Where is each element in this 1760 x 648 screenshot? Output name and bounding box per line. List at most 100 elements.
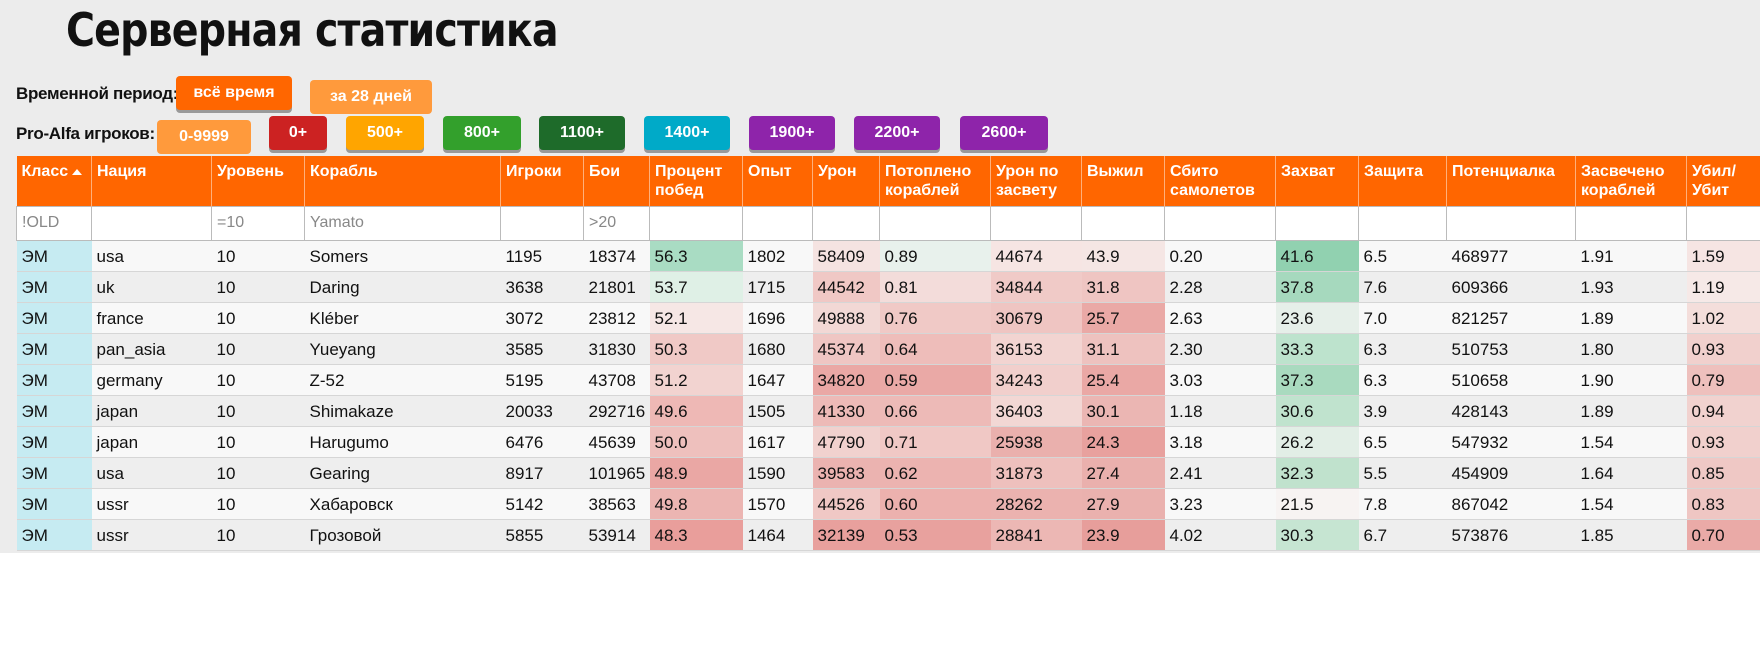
table-row[interactable]: ЭМ ussr 10 Хабаровск 5142 38563 49.8 1570 44526 0… xyxy=(16,488,1760,520)
filter-input-potential[interactable] xyxy=(1447,207,1575,239)
cell-nation: uk xyxy=(91,271,212,303)
table-row[interactable]: ЭМ japan 10 Shimakaze 20033 292716 49.6 1505 413… xyxy=(16,395,1760,427)
filter-input-tier[interactable] xyxy=(212,207,304,239)
cell-players: 6476 xyxy=(500,426,584,458)
sort-ascending-icon xyxy=(72,168,83,175)
cell-ship: Z-52 xyxy=(304,364,501,396)
filter-input-nation[interactable] xyxy=(92,207,211,239)
col-header-ships-spotted[interactable]: Засвечено кораблей xyxy=(1575,156,1687,206)
col-header-planes-shot[interactable]: Сбито самолетов xyxy=(1164,156,1276,206)
cell-potential: 454909 xyxy=(1446,457,1576,489)
cell-defense: 6.3 xyxy=(1358,364,1447,396)
col-header-capture[interactable]: Захват xyxy=(1275,156,1359,206)
col-header-potential[interactable]: Потенциалка xyxy=(1446,156,1576,206)
cell-kd-ratio: 0.79 xyxy=(1686,364,1760,396)
filter-cell-battles xyxy=(583,205,650,241)
col-header-tier[interactable]: Уровень xyxy=(211,156,305,206)
cell-class: ЭМ xyxy=(16,519,92,551)
filter-input-class[interactable] xyxy=(17,207,91,239)
filter-input-kd-ratio[interactable] xyxy=(1687,207,1760,239)
filter-input-defense[interactable] xyxy=(1359,207,1446,239)
col-header-damage[interactable]: Урон xyxy=(812,156,880,206)
cell-planes-shot: 3.18 xyxy=(1164,426,1276,458)
filter-cell-kd-ratio xyxy=(1686,205,1760,241)
col-header-battles[interactable]: Бои xyxy=(583,156,650,206)
pro-alfa-0plus-button[interactable]: 0+ xyxy=(269,116,327,150)
table-row[interactable]: ЭМ japan 10 Harugumo 6476 45639 50.0 1617 47790 0… xyxy=(16,426,1760,458)
pro-alfa-800plus-button[interactable]: 800+ xyxy=(443,116,521,150)
col-header-class[interactable]: Класс xyxy=(16,156,92,206)
cell-experience: 1590 xyxy=(742,457,813,489)
table-row[interactable]: ЭМ france 10 Kléber 3072 23812 52.1 1696 49888 0.… xyxy=(16,302,1760,334)
cell-class: ЭМ xyxy=(16,457,92,489)
pro-alfa-2600plus-button[interactable]: 2600+ xyxy=(960,116,1048,150)
cell-players: 3072 xyxy=(500,302,584,334)
cell-survived: 31.8 xyxy=(1081,271,1165,303)
pro-alfa-2200plus-button[interactable]: 2200+ xyxy=(854,116,940,150)
filter-input-ship[interactable] xyxy=(305,207,500,239)
table-row[interactable]: ЭМ germany 10 Z-52 5195 43708 51.2 1647 34820 0.5… xyxy=(16,364,1760,396)
col-header-defense[interactable]: Защита xyxy=(1358,156,1447,206)
cell-damage: 41330 xyxy=(812,395,880,427)
cell-potential: 510658 xyxy=(1446,364,1576,396)
cell-damage: 39583 xyxy=(812,457,880,489)
filter-input-spotting-damage[interactable] xyxy=(991,207,1081,239)
col-header-nation[interactable]: Нация xyxy=(91,156,212,206)
cell-players: 5142 xyxy=(500,488,584,520)
col-header-winrate[interactable]: Процент побед xyxy=(649,156,743,206)
table-row[interactable]: ЭМ ussr 10 Грозовой 5855 53914 48.3 1464 32139 0.… xyxy=(16,519,1760,551)
cell-experience: 1505 xyxy=(742,395,813,427)
cell-kd-ratio: 0.83 xyxy=(1686,488,1760,520)
period-all-time-button[interactable]: всё время xyxy=(176,76,292,110)
filter-input-winrate[interactable] xyxy=(650,207,742,239)
cell-kd-ratio: 0.94 xyxy=(1686,395,1760,427)
filter-input-planes-shot[interactable] xyxy=(1165,207,1275,239)
col-header-spotting-damage[interactable]: Урон по засвету xyxy=(990,156,1082,206)
col-header-ships-sunk[interactable]: Потоплено кораблей xyxy=(879,156,991,206)
pro-alfa-1900plus-button[interactable]: 1900+ xyxy=(749,116,835,150)
filter-input-experience[interactable] xyxy=(743,207,812,239)
period-28-days-button[interactable]: за 28 дней xyxy=(310,80,432,114)
col-header-survived[interactable]: Выжил xyxy=(1081,156,1165,206)
cell-battles: 45639 xyxy=(583,426,650,458)
filter-input-players[interactable] xyxy=(501,207,583,239)
cell-capture: 26.2 xyxy=(1275,426,1359,458)
cell-survived: 30.1 xyxy=(1081,395,1165,427)
cell-nation: france xyxy=(91,302,212,334)
pro-alfa-1400plus-button[interactable]: 1400+ xyxy=(644,116,730,150)
pro-alfa-0-9999-button[interactable]: 0-9999 xyxy=(157,120,251,154)
filter-input-battles[interactable] xyxy=(584,207,649,239)
col-header-kd-ratio[interactable]: Убил/ Убит xyxy=(1686,156,1760,206)
cell-capture: 37.3 xyxy=(1275,364,1359,396)
cell-class: ЭМ xyxy=(16,395,92,427)
col-header-players[interactable]: Игроки xyxy=(500,156,584,206)
pro-alfa-1100plus-button[interactable]: 1100+ xyxy=(539,116,625,150)
cell-experience: 1617 xyxy=(742,426,813,458)
cell-tier: 10 xyxy=(211,333,305,365)
cell-spotting-damage: 36153 xyxy=(990,333,1082,365)
table-row[interactable]: ЭМ pan_asia 10 Yueyang 3585 31830 50.3 1680 4537… xyxy=(16,333,1760,365)
cell-kd-ratio: 0.93 xyxy=(1686,333,1760,365)
filter-cell-spotting-damage xyxy=(990,205,1082,241)
cell-battles: 43708 xyxy=(583,364,650,396)
cell-players: 5855 xyxy=(500,519,584,551)
cell-capture: 32.3 xyxy=(1275,457,1359,489)
cell-ships-sunk: 0.60 xyxy=(879,488,991,520)
col-header-experience[interactable]: Опыт xyxy=(742,156,813,206)
cell-ship: Somers xyxy=(304,240,501,272)
cell-battles: 23812 xyxy=(583,302,650,334)
col-header-ship[interactable]: Корабль xyxy=(304,156,501,206)
cell-winrate: 48.3 xyxy=(649,519,743,551)
filter-input-ships-spotted[interactable] xyxy=(1576,207,1686,239)
table-row[interactable]: ЭМ usa 10 Gearing 8917 101965 48.9 1590 39583 0.6… xyxy=(16,457,1760,489)
pro-alfa-500plus-button[interactable]: 500+ xyxy=(346,116,424,150)
table-row[interactable]: ЭМ uk 10 Daring 3638 21801 53.7 1715 44542 0.81 34… xyxy=(16,271,1760,303)
table-body: ЭМ usa 10 Somers 1195 18374 56.3 1802 58409 0.89 4… xyxy=(16,240,1760,551)
cell-spotting-damage: 44674 xyxy=(990,240,1082,272)
filter-input-capture[interactable] xyxy=(1276,207,1358,239)
table-row[interactable]: ЭМ usa 10 Somers 1195 18374 56.3 1802 58409 0.89 4… xyxy=(16,240,1760,272)
filter-input-survived[interactable] xyxy=(1082,207,1164,239)
filter-input-ships-sunk[interactable] xyxy=(880,207,990,239)
filter-cell-ship xyxy=(304,205,501,241)
filter-input-damage[interactable] xyxy=(813,207,879,239)
